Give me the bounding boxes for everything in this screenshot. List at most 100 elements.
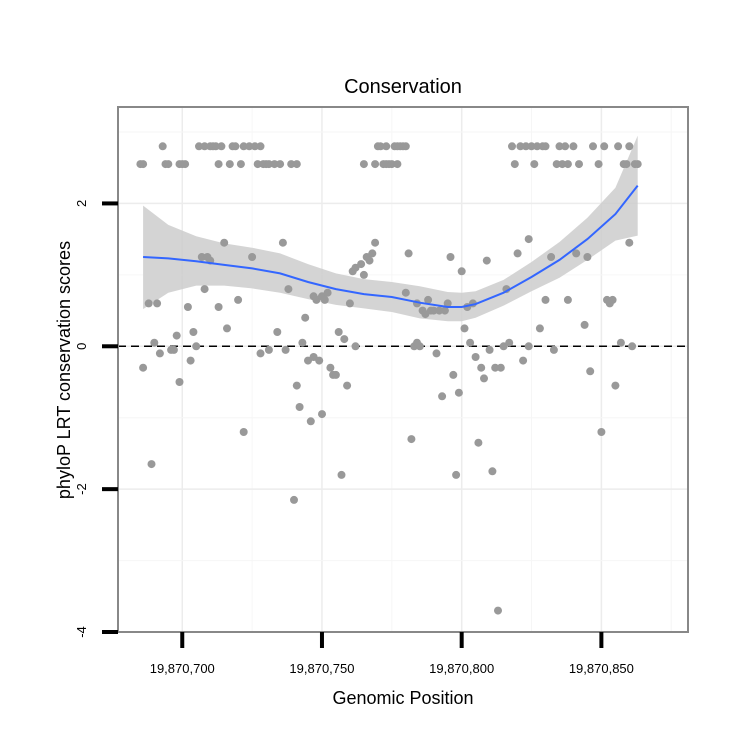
data-point — [454, 388, 463, 397]
data-point — [200, 142, 209, 151]
data-point — [264, 345, 273, 354]
data-point — [541, 142, 550, 151]
data-point — [164, 160, 173, 169]
data-point — [345, 299, 354, 308]
data-point — [594, 160, 603, 169]
data-point — [521, 142, 530, 151]
x-tick-label: 19,870,850 — [569, 661, 634, 676]
data-point — [217, 142, 226, 151]
data-point — [278, 238, 287, 247]
data-point — [158, 142, 167, 151]
data-point — [510, 160, 519, 169]
data-point — [628, 342, 637, 351]
data-point — [600, 142, 609, 151]
data-point — [558, 160, 567, 169]
data-point — [197, 253, 206, 261]
confidence-band — [143, 135, 638, 322]
data-point — [608, 295, 617, 304]
data-point — [625, 238, 634, 247]
data-point — [494, 606, 502, 615]
data-point — [583, 253, 592, 261]
data-point — [466, 338, 475, 347]
data-point — [220, 238, 229, 247]
data-point — [155, 349, 164, 358]
data-point — [245, 142, 254, 151]
plot-panel-border — [117, 106, 689, 633]
data-point — [508, 142, 516, 151]
data-point — [407, 435, 416, 444]
data-point — [393, 160, 402, 169]
data-point — [281, 345, 290, 354]
data-point — [575, 160, 583, 169]
data-point — [323, 288, 332, 297]
data-point — [239, 428, 248, 436]
y-axis: -4 -2 0 2 — [74, 200, 118, 638]
data-point — [524, 342, 533, 351]
data-point — [253, 160, 262, 169]
data-point — [331, 370, 340, 379]
data-point — [371, 238, 380, 247]
x-axis: 19,870,700 19,870,750 19,870,800 19,870,850 — [150, 632, 634, 676]
data-point — [181, 160, 190, 169]
data-point — [248, 253, 257, 261]
data-point — [482, 256, 491, 265]
data-point — [292, 160, 301, 169]
data-point — [541, 295, 550, 304]
data-point — [183, 303, 192, 311]
data-point — [457, 267, 466, 276]
data-point — [365, 256, 374, 265]
data-point — [460, 324, 469, 333]
data-point — [496, 363, 505, 372]
data-point — [359, 160, 368, 169]
data-point — [513, 249, 522, 258]
data-point — [315, 356, 324, 365]
data-point — [334, 328, 343, 336]
data-point — [371, 160, 380, 169]
data-point — [432, 349, 441, 358]
data-point — [477, 363, 486, 372]
data-point — [611, 381, 620, 390]
data-point — [452, 470, 461, 479]
data-point — [256, 142, 265, 151]
y-tick-label: -2 — [74, 483, 89, 495]
y-tick-label: -4 — [74, 626, 89, 638]
data-point — [139, 160, 148, 169]
data-point — [446, 253, 455, 261]
data-point — [351, 342, 360, 351]
data-point — [301, 313, 310, 322]
data-point — [359, 270, 368, 279]
data-point — [589, 142, 597, 151]
data-point — [415, 342, 424, 351]
data-point — [192, 342, 201, 351]
data-point — [449, 370, 458, 379]
y-tick-label: 2 — [74, 200, 89, 207]
data-point — [547, 253, 556, 261]
x-axis-title: Genomic Position — [332, 688, 473, 708]
data-point — [404, 249, 413, 258]
data-point — [614, 142, 623, 151]
data-point — [382, 142, 391, 151]
data-point — [524, 235, 533, 244]
data-point — [172, 331, 181, 340]
data-point — [552, 160, 561, 169]
data-point — [440, 306, 449, 315]
data-point — [424, 295, 433, 304]
data-point — [195, 142, 203, 151]
data-point — [516, 142, 525, 151]
smooth-fit-line — [143, 184, 639, 308]
chart-title: Conservation — [344, 76, 462, 98]
data-point — [144, 299, 153, 308]
data-point — [438, 392, 447, 401]
data-point — [563, 295, 572, 304]
data-point — [239, 142, 248, 151]
data-point — [231, 142, 240, 151]
data-point — [306, 417, 315, 426]
data-point — [622, 160, 631, 169]
x-tick-label: 19,870,750 — [289, 661, 354, 676]
data-point — [320, 295, 329, 304]
data-point — [569, 142, 578, 151]
data-point — [250, 142, 259, 151]
y-tick-label: 0 — [74, 343, 89, 350]
data-point — [223, 324, 231, 333]
